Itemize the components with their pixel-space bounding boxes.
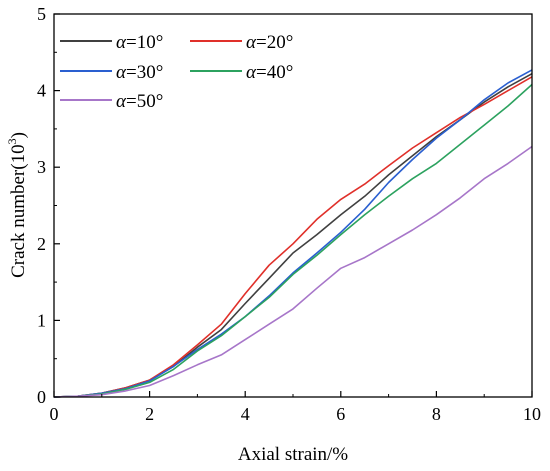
ticks-layer: 0 2 4 6 8 10 0 1 2 3 4 5 — [37, 4, 541, 424]
y-axis-label-main: Crack number(10 — [8, 144, 29, 277]
y-tick-label: 2 — [37, 234, 46, 254]
y-axis-label-tail: ) — [8, 132, 29, 138]
legend-label: α=30° — [116, 62, 163, 83]
legend-value: =10° — [126, 32, 163, 53]
y-tick-label: 3 — [37, 157, 46, 177]
legend-label: α=10° — [116, 32, 163, 53]
legend-label: α=40° — [246, 62, 293, 83]
x-tick-label: 10 — [523, 404, 541, 424]
y-axis-label-sup: 3 — [5, 138, 19, 144]
series-layer — [53, 69, 533, 398]
y-tick-label: 4 — [37, 81, 46, 101]
legend-entry-2: α=20° — [190, 32, 293, 53]
y-tick-label: 5 — [37, 4, 46, 24]
x-tick-label: 8 — [432, 404, 441, 424]
series-line-3 — [53, 69, 533, 398]
legend-value: =40° — [256, 62, 293, 83]
y-tick-label: 1 — [37, 310, 46, 330]
x-tick-label: 0 — [50, 404, 59, 424]
legend-entry-1: α=10° — [60, 32, 163, 53]
legend-symbol: α — [246, 32, 257, 53]
y-tick-label: 0 — [37, 387, 46, 407]
legend: α=10° α=20°α=30° α=40°α=50° — [60, 32, 293, 112]
legend-entry-5: α=50° — [60, 91, 163, 112]
legend-label: α=50° — [116, 91, 163, 112]
legend-symbol: α — [246, 62, 257, 83]
series-line-4 — [53, 83, 533, 398]
series-line-5 — [53, 145, 533, 398]
legend-value: =20° — [256, 32, 293, 53]
legend-value: =50° — [126, 91, 163, 112]
legend-label: α=20° — [246, 32, 293, 53]
legend-entry-3: α=30° — [60, 62, 163, 83]
series-line-2 — [53, 76, 533, 398]
legend-value: =30° — [126, 62, 163, 83]
x-tick-label: 4 — [241, 404, 250, 424]
legend-symbol: α — [116, 32, 127, 53]
legend-entry-4: α=40° — [190, 62, 293, 83]
series-line-1 — [53, 72, 533, 398]
y-axis-label: Crack number(103) — [5, 132, 29, 278]
x-axis-label: Axial strain/% — [238, 444, 348, 465]
legend-symbol: α — [116, 62, 127, 83]
x-tick-label: 2 — [145, 404, 154, 424]
x-tick-label: 6 — [336, 404, 345, 424]
legend-symbol: α — [116, 91, 127, 112]
